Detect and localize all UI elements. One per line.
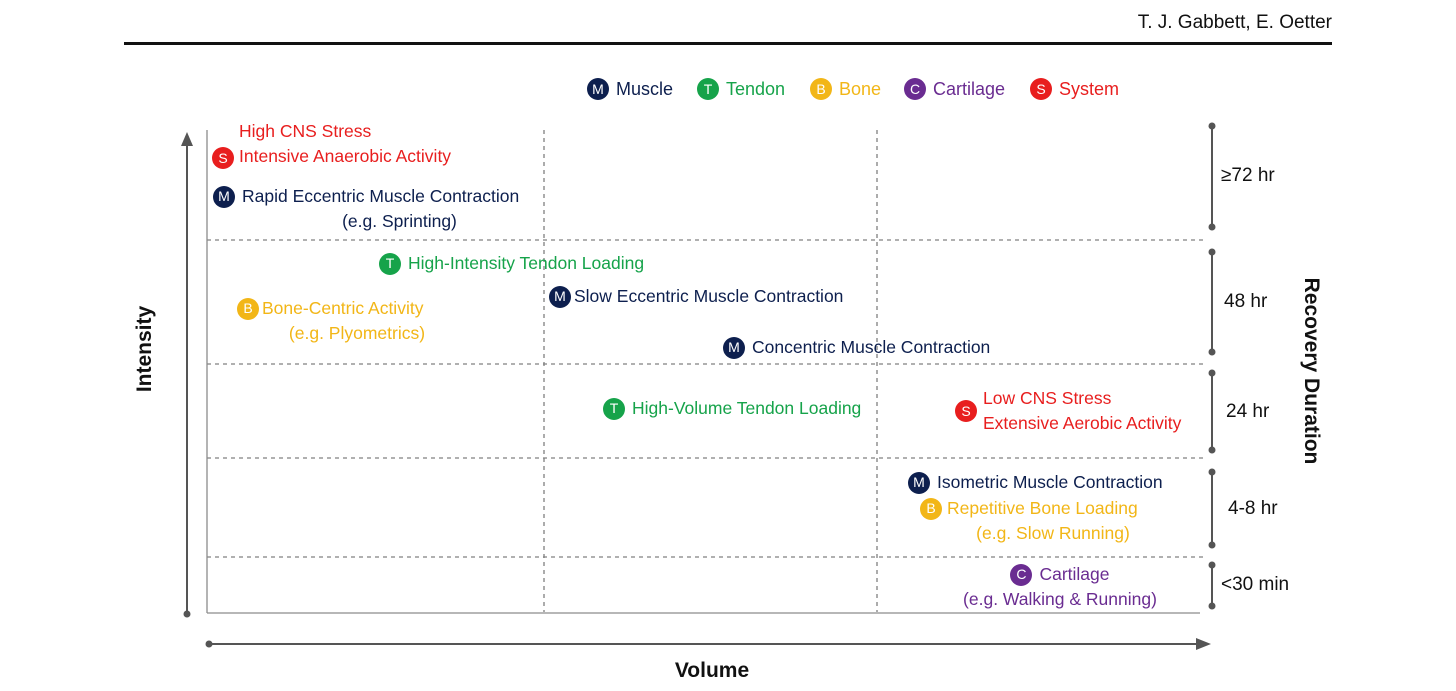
item-repetitive-bone: B Repetitive Bone Loading (e.g. Slow Run… — [920, 496, 1160, 546]
duration-label: 48 hr — [1224, 291, 1268, 312]
duration-label: ≥72 hr — [1221, 165, 1275, 186]
item-subtitle: Intensive Anaerobic Activity — [239, 146, 452, 166]
header-rule — [124, 42, 1332, 45]
legend-item-system: S System — [1030, 78, 1119, 100]
item-title: Low CNS Stress — [983, 388, 1112, 408]
right-axis-title: Recovery Duration — [1300, 277, 1323, 465]
cartilage-badge-icon: C — [1010, 563, 1033, 586]
tendon-badge-icon: T — [379, 252, 401, 275]
legend-label: Cartilage — [933, 78, 1006, 99]
item-high-cns-stress: S High CNS Stress Intensive Anaerobic Ac… — [212, 119, 451, 169]
item-subtitle: (e.g. Plyometrics) — [288, 323, 426, 343]
muscle-badge-icon: M — [213, 185, 235, 208]
item-subtitle: Extensive Aerobic Activity — [983, 413, 1182, 433]
legend-item-cartilage: C Cartilage — [904, 78, 1005, 100]
item-title: Cartilage — [1039, 564, 1110, 584]
item-title: Bone-Centric Activity — [262, 298, 424, 318]
legend-label: Tendon — [726, 78, 786, 99]
bone-badge-icon: B — [237, 297, 259, 320]
duration-label: <30 min — [1221, 574, 1290, 595]
item-isometric: M Isometric Muscle Contraction — [908, 470, 1163, 495]
y-axis-title: Intensity — [133, 305, 156, 393]
item-title: Rapid Eccentric Muscle Contraction — [242, 186, 520, 206]
item-high-volume-tendon: T High-Volume Tendon Loading — [603, 396, 861, 421]
intensity-axis-arrow — [181, 132, 193, 618]
grid-lines — [207, 130, 1205, 612]
author-credit: T. J. Gabbett, E. Oetter — [1137, 12, 1332, 33]
legend-item-muscle: M Muscle — [587, 78, 673, 100]
legend-label: Bone — [839, 78, 882, 99]
item-subtitle: (e.g. Sprinting) — [342, 211, 457, 231]
muscle-badge-icon: M — [587, 78, 609, 100]
tendon-badge-icon: T — [603, 397, 625, 420]
legend-item-tendon: T Tendon — [697, 78, 785, 100]
item-title: Isometric Muscle Contraction — [937, 472, 1163, 492]
item-title: High CNS Stress — [239, 121, 372, 141]
item-high-intensity-tendon: T High-Intensity Tendon Loading — [379, 251, 644, 276]
item-title: High-Intensity Tendon Loading — [408, 253, 645, 273]
item-cartilage: C Cartilage (e.g. Walking & Running) — [950, 562, 1170, 612]
item-title: Concentric Muscle Contraction — [752, 337, 991, 357]
legend-item-bone: B Bone — [810, 78, 881, 100]
system-badge-icon: S — [212, 147, 234, 169]
muscle-badge-icon: M — [723, 336, 745, 359]
bone-badge-icon: B — [920, 497, 942, 520]
muscle-badge-icon: M — [908, 471, 930, 494]
duration-label: 4-8 hr — [1228, 498, 1278, 519]
muscle-badge-icon: M — [549, 285, 571, 308]
item-slow-eccentric: M Slow Eccentric Muscle Contraction — [549, 284, 843, 309]
item-low-cns-stress: S Low CNS Stress Extensive Aerobic Activ… — [955, 386, 1181, 436]
cartilage-badge-icon: C — [904, 78, 926, 100]
item-title: Slow Eccentric Muscle Contraction — [574, 286, 844, 306]
duration-scale — [1208, 122, 1216, 610]
tendon-badge-icon: T — [697, 78, 719, 100]
item-title: High-Volume Tendon Loading — [632, 398, 862, 418]
system-badge-icon: S — [1030, 78, 1052, 100]
item-concentric: M Concentric Muscle Contraction — [723, 335, 990, 360]
x-axis-title: Volume — [674, 659, 750, 682]
item-bone-centric: B Bone-Centric Activity (e.g. Plyometric… — [237, 296, 447, 346]
item-title: Repetitive Bone Loading — [947, 498, 1138, 518]
legend-label: Muscle — [616, 78, 674, 99]
item-rapid-eccentric: M Rapid Eccentric Muscle Contraction (e.… — [213, 184, 536, 234]
legend-label: System — [1059, 78, 1120, 99]
volume-axis-arrow — [205, 638, 1211, 650]
bone-badge-icon: B — [810, 78, 832, 100]
item-subtitle: (e.g. Walking & Running) — [963, 589, 1157, 609]
system-badge-icon: S — [955, 400, 977, 422]
item-subtitle: (e.g. Slow Running) — [976, 523, 1130, 543]
duration-label: 24 hr — [1226, 401, 1270, 422]
